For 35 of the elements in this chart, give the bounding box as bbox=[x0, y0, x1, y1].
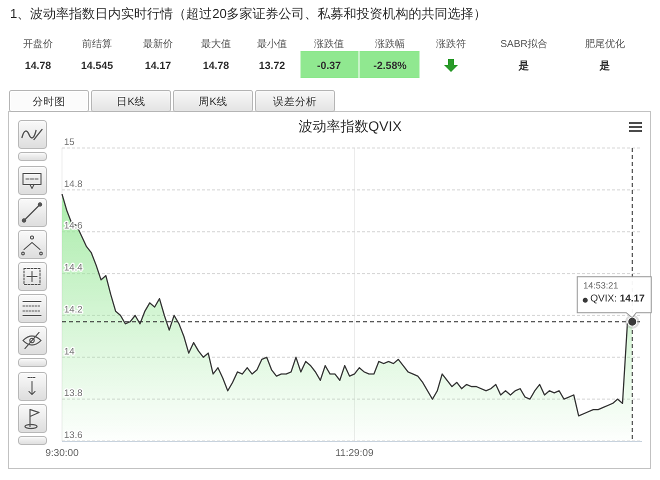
text: 14.545 bbox=[80, 60, 114, 72]
text: 14.17 bbox=[144, 60, 172, 72]
text: 14.78 bbox=[24, 60, 52, 72]
text: 分时图 bbox=[32, 95, 66, 108]
y-tick-label: 13.8 bbox=[64, 388, 82, 400]
y-tick-label: 14.2 bbox=[64, 304, 82, 316]
category-label: 最小值 bbox=[257, 38, 287, 50]
annotation: 14:53:21 QVIX: 14.17 bbox=[583, 280, 646, 305]
text: 是 bbox=[600, 60, 610, 72]
category-label: SABR拟合 bbox=[500, 38, 548, 50]
category-label: 开盘价 bbox=[23, 38, 53, 50]
text: 14.78 bbox=[202, 60, 230, 72]
chart-title: 波动率指数QVIX bbox=[298, 118, 402, 134]
category-label: 涨跌值 bbox=[314, 38, 344, 50]
category-label: 最大值 bbox=[201, 38, 231, 50]
y-tick-label: 15 bbox=[64, 137, 75, 148]
text: 误差分析 bbox=[273, 96, 317, 108]
x-tick-label: 9:30:00 bbox=[45, 448, 80, 459]
y-tick-label: 14.8 bbox=[64, 178, 82, 190]
category-label: 前结算 bbox=[82, 38, 112, 50]
y-tick-label: 13.6 bbox=[64, 430, 82, 441]
text: -2.58% bbox=[373, 60, 407, 72]
category-label: 涨跌符 bbox=[436, 38, 466, 50]
text: 是 bbox=[518, 60, 530, 72]
y-tick-label: 14.4 bbox=[64, 262, 82, 274]
text: -0.37 bbox=[317, 60, 341, 72]
x-tick-label: 11:29:09 bbox=[335, 448, 374, 459]
text: 日K线 bbox=[116, 95, 146, 108]
category-label: 最新价 bbox=[143, 38, 173, 50]
category-label: 涨跌幅 bbox=[375, 38, 405, 50]
text: 周K线 bbox=[198, 95, 228, 108]
text: 1、波动率指数日内实时行情（超过20多家证券公司、私募和投资机构的共同选择） bbox=[10, 6, 487, 21]
text: 13.72 bbox=[258, 60, 286, 72]
category-label: 肥尾优化 bbox=[585, 38, 625, 50]
y-tick-label: 14 bbox=[64, 346, 75, 358]
